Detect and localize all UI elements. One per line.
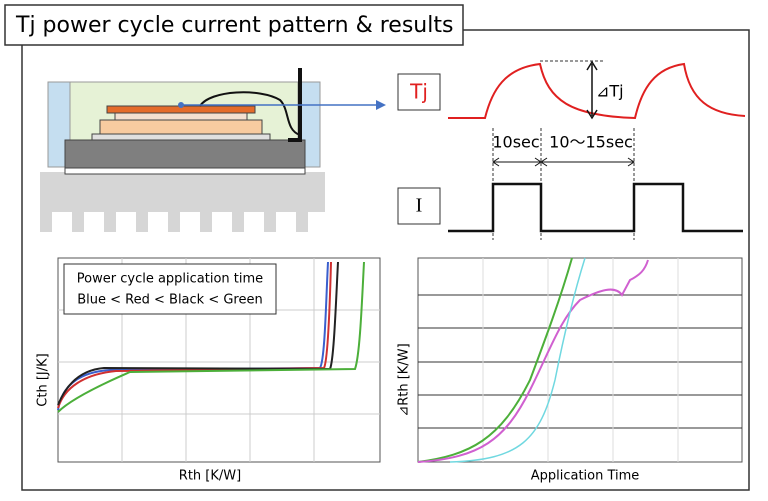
i-box [397,187,441,225]
title: Tj power cycle current pattern & results [15,13,453,38]
tj-label: Tj [409,80,428,104]
x-axis-label: Rth [K/W] [179,469,241,484]
x-axis-label: Application Time [531,469,640,484]
tj-curve [448,62,746,120]
legend-order: Blue < Red < Black < Green [77,293,262,308]
current-pulse [448,182,743,233]
legend-title: Power cycle application time [77,272,263,287]
on-time: 10sec [492,133,539,152]
off-time: 10～15sec [549,133,633,152]
left-chart: Power cycle application time Blue < Red … [36,257,381,484]
title-box [4,4,464,46]
right-chart: ⊿Rth [K/W] Application Time [397,257,743,484]
y-axis-label: Cth [J/K] [36,353,51,406]
module-diagram [40,68,386,232]
tj-box [397,73,441,111]
i-label: I [416,195,423,217]
delta-tj: ⊿Tj [596,82,624,101]
y-axis-label: ⊿Rth [K/W] [397,343,412,416]
